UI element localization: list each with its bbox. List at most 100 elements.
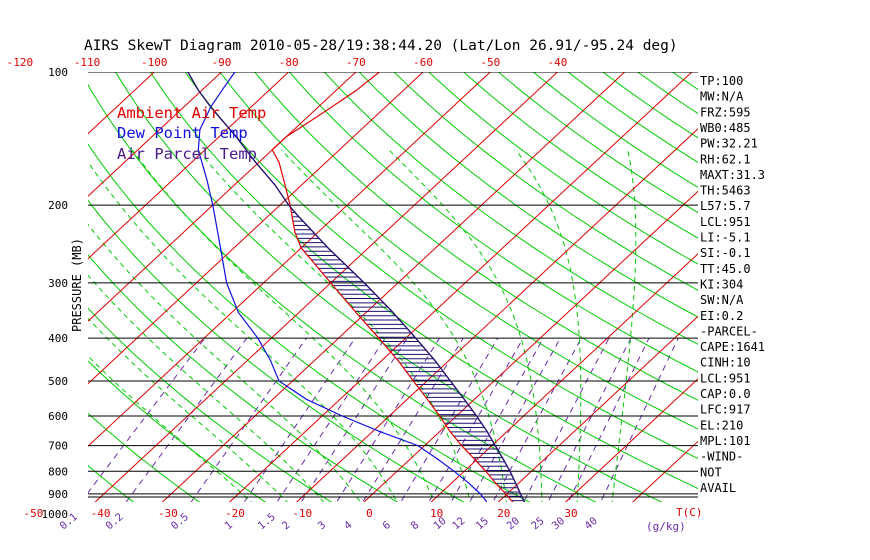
pressure-tick-label: 100 xyxy=(48,66,68,79)
pressure-axis: 100 200 300 400 500 600 700 800 900 1000 xyxy=(42,66,69,521)
dry-adiabat-line xyxy=(88,307,333,502)
mixing-ratio-label: 3 xyxy=(316,519,329,532)
stability-index-text: SW:N/A xyxy=(700,293,744,307)
mixing-ratio-line xyxy=(88,337,206,494)
mixing-ratio-line xyxy=(125,337,248,502)
mixing-ratio-line xyxy=(243,337,356,502)
stability-index-text: TT:45.0 xyxy=(700,262,751,276)
moist-adiabats xyxy=(88,149,637,502)
legend-air-parcel-temp: Air Parcel Temp xyxy=(117,145,257,163)
mixing-ratio-label: 6 xyxy=(380,519,393,532)
stability-index-text: -WIND- xyxy=(700,450,743,464)
mixing-ratio-label: 4 xyxy=(342,519,355,532)
moist-adiabat-line xyxy=(88,161,398,502)
bottom-temp-tick-label: 30 xyxy=(564,507,577,520)
stability-index-text: FRZ:595 xyxy=(700,105,751,119)
legend: Ambient Air Temp Dew Point Temp Air Parc… xyxy=(117,104,266,163)
bottom-temp-tick-label: -30 xyxy=(158,507,178,520)
pressure-tick-label: 900 xyxy=(48,488,68,501)
pressure-tick-label: 400 xyxy=(48,332,68,345)
bottom-temp-tick-label: -50 xyxy=(23,507,43,520)
pressure-tick-label: 800 xyxy=(48,465,68,478)
stability-index-text: CAP:0.0 xyxy=(700,387,751,401)
isotherm-line xyxy=(94,72,559,502)
dry-adiabat-line xyxy=(88,199,465,502)
top-temp-tick-label: -110 xyxy=(74,56,101,69)
stability-index-text: SI:-0.1 xyxy=(700,246,751,260)
pressure-tick-label: 500 xyxy=(48,375,68,388)
mixing-ratio-line xyxy=(276,337,386,502)
dry-adiabat-line xyxy=(88,143,531,502)
dry-adiabat-line xyxy=(393,72,698,291)
isotherms xyxy=(88,72,698,502)
y-axis-label: PRESSURE (MB) xyxy=(70,238,84,332)
top-temp-tick-label: -120 xyxy=(7,56,34,69)
stability-index-text: EL:210 xyxy=(700,418,743,432)
isotherm-line xyxy=(161,72,626,502)
isotherm-line xyxy=(88,72,357,322)
stability-index-text: TH:5463 xyxy=(700,184,751,198)
dry-adiabat-line xyxy=(219,72,698,430)
mixing-ratio-label: 12 xyxy=(450,515,467,532)
cape-hatching xyxy=(291,212,524,502)
top-temp-tick-label: -90 xyxy=(212,56,232,69)
isotherm-line xyxy=(632,440,698,502)
bottom-unit-label: T(C) xyxy=(676,506,703,519)
mixing-ratio-line xyxy=(547,337,632,502)
top-temp-tick-label: -80 xyxy=(279,56,299,69)
stability-index-text: PW:32.21 xyxy=(700,137,758,151)
isotherm-line xyxy=(88,72,492,447)
isotherm-line xyxy=(88,72,156,135)
mixing-ratio-line xyxy=(492,337,582,502)
top-temp-tick-label: -40 xyxy=(548,56,568,69)
mixing-ratio-line xyxy=(450,337,544,502)
mixing-ratio-label: 2 xyxy=(280,519,293,532)
stability-index-text: NOT xyxy=(700,465,722,479)
mixing-ratio-line xyxy=(400,337,499,502)
mixing-ratio-label: 8 xyxy=(409,519,422,532)
pressure-tick-label: 600 xyxy=(48,410,68,423)
top-temperature-labels: -120 -110 -100 -90 -80 -70 -60 -50 -40 xyxy=(7,56,568,69)
mixing-ratio-line xyxy=(190,337,307,502)
bottom-temp-tick-label: -40 xyxy=(91,507,111,520)
pressure-tick-label: 700 xyxy=(48,440,68,453)
stability-index-text: EI:0.2 xyxy=(700,309,743,323)
mixing-ratio-label: 15 xyxy=(474,515,491,532)
dry-adiabat-line xyxy=(114,72,663,502)
mixing-ratio-line xyxy=(600,337,679,502)
isotherm-line xyxy=(430,253,698,502)
mixing-ratio-unit-label: (g/kg) xyxy=(646,520,686,533)
mixing-ratio-label: 25 xyxy=(529,515,546,532)
mixing-ratio-line xyxy=(567,337,650,502)
parcel-temp-line xyxy=(187,72,526,502)
dry-adiabat-line xyxy=(254,72,698,401)
stability-index-text: WB0:485 xyxy=(700,121,751,135)
isotherm-line xyxy=(363,190,698,502)
mixing-ratio-label: 40 xyxy=(583,515,600,532)
isotherm-line xyxy=(88,72,223,197)
ambient-temp-line xyxy=(271,72,514,502)
bottom-temp-tick-label: 10 xyxy=(430,507,443,520)
isotherm-line xyxy=(228,72,693,502)
stability-index-text: KI:304 xyxy=(700,277,743,291)
stability-index-text: MW:N/A xyxy=(700,90,744,104)
isotherm-line xyxy=(88,72,290,260)
dry-adiabat-line xyxy=(358,72,698,318)
bottom-temp-tick-label: 20 xyxy=(497,507,510,520)
pressure-tick-label: 300 xyxy=(48,277,68,290)
dry-adiabat-line xyxy=(778,29,870,549)
stability-index-text: MAXT:31.3 xyxy=(700,168,765,182)
dry-adiabat-line xyxy=(184,72,698,460)
stability-index-text: AVAIL xyxy=(700,481,736,495)
top-temp-tick-label: -70 xyxy=(346,56,366,69)
stability-index-text: LCL:951 xyxy=(700,215,751,229)
dry-adiabat-line xyxy=(88,254,399,502)
bottom-temperature-labels: -50 -40 -30 -20 -10 0 10 20 30 T(C) xyxy=(23,506,702,520)
chart-title: AIRS SkewT Diagram 2010-05-28/19:38:44.2… xyxy=(84,38,678,54)
isotherm-line xyxy=(88,72,424,385)
stability-index-text: LFC:917 xyxy=(700,403,751,417)
dry-adiabat-line xyxy=(88,360,267,502)
mixing-ratio-line xyxy=(300,337,408,502)
